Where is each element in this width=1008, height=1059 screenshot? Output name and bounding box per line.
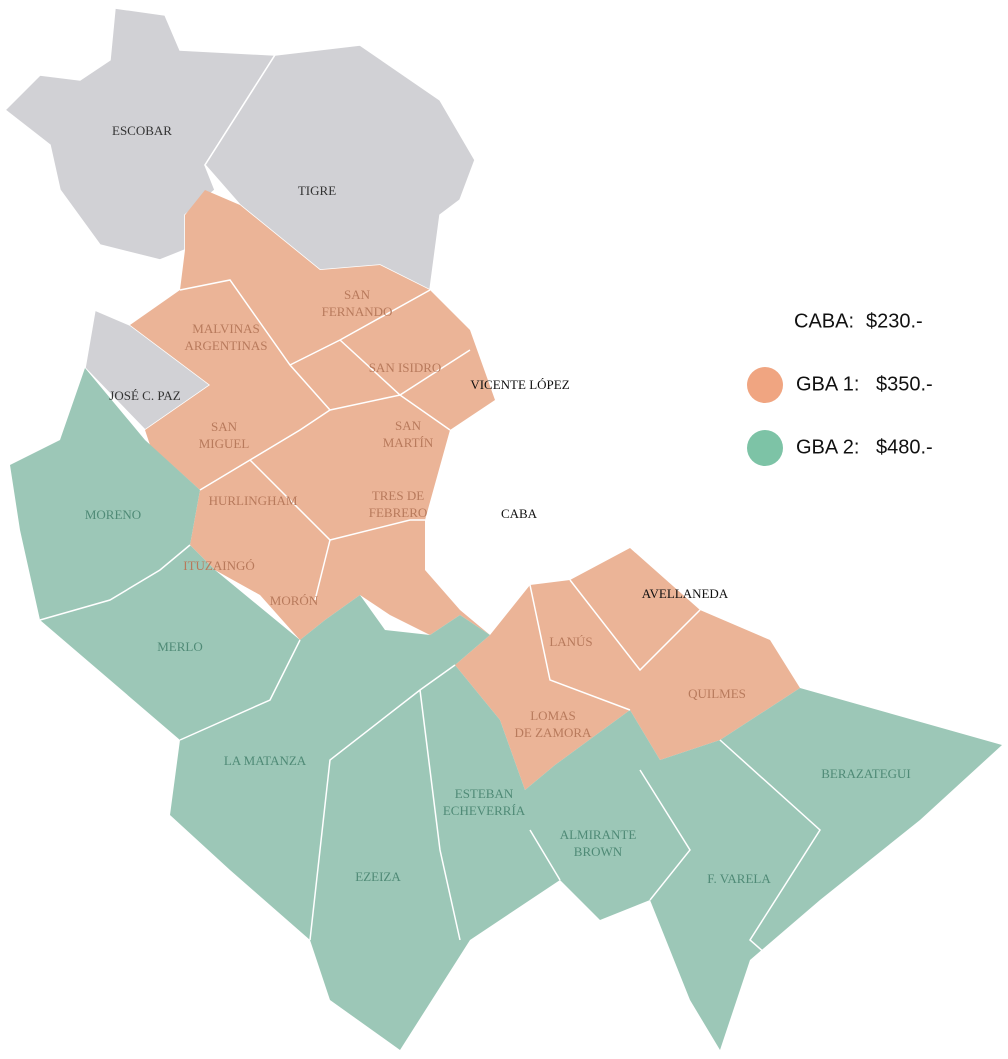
region-label: MALVINAS — [192, 321, 259, 336]
border — [719, 739, 821, 976]
legend-swatch — [747, 367, 783, 403]
region-label: FERNANDO — [322, 304, 393, 319]
region-label: MORÓN — [270, 593, 319, 608]
area-gba1 — [455, 548, 800, 790]
region-label: JOSÉ C. PAZ — [109, 388, 180, 403]
border — [419, 689, 461, 941]
area-gray — [3, 7, 277, 261]
region-label: ESCOBAR — [112, 123, 172, 138]
legend-zone: GBA 2: — [796, 436, 859, 458]
region-label: LOMAS — [530, 708, 576, 723]
border — [569, 579, 701, 672]
region-label: AVELLANEDA — [642, 586, 729, 601]
region-label: F. VARELA — [707, 871, 771, 886]
border — [309, 664, 456, 941]
region-label: LANÚS — [549, 634, 592, 649]
legend-swatch — [747, 430, 783, 466]
region-label: SAN — [395, 418, 422, 433]
region-label: TIGRE — [298, 183, 336, 198]
region-label: ARGENTINAS — [184, 338, 267, 353]
border — [529, 829, 561, 881]
region-label: SAN — [211, 419, 238, 434]
legend-zone: CABA: — [794, 310, 854, 332]
legend-price: $230.- — [866, 310, 923, 332]
area-gba1 — [130, 190, 495, 640]
region-label: SAN — [344, 287, 371, 302]
legend-price: $480.- — [876, 436, 933, 458]
legend-price: $350.- — [876, 373, 933, 395]
region-label: ITUZAINGÓ — [183, 558, 254, 573]
region-label: EZEIZA — [355, 869, 401, 884]
border — [529, 584, 631, 711]
region-label: BROWN — [574, 844, 623, 859]
areas — [3, 7, 1002, 1050]
region-label: ECHEVERRÍA — [443, 803, 526, 818]
region-label: MERLO — [157, 639, 203, 654]
region-label: VICENTE LÓPEZ — [470, 377, 569, 392]
border — [329, 394, 451, 431]
region-label: ALMIRANTE — [560, 827, 637, 842]
region-label: LA MATANZA — [224, 753, 307, 768]
border — [329, 519, 425, 541]
region-label: SAN ISIDRO — [369, 360, 442, 375]
legend-zone: GBA 1: — [796, 373, 859, 395]
region-label: TRES DE — [372, 488, 424, 503]
region-label: BERAZATEGUI — [821, 766, 911, 781]
region-label: ESTEBAN — [455, 786, 514, 801]
labels: ESCOBAR TIGRE JOSÉ C. PAZ SAN FERNANDO MALVIN… — [85, 123, 911, 886]
region-label: HURLINGHAM — [209, 493, 298, 508]
region-label: MORENO — [85, 507, 141, 522]
area-gray — [204, 44, 476, 292]
border — [39, 544, 191, 621]
border — [639, 769, 691, 901]
region-label: FEBRERO — [369, 505, 428, 520]
region-label: MARTÍN — [383, 435, 434, 450]
region-label: MIGUEL — [199, 436, 250, 451]
legend: CABA: $230.- GBA 1: $350.- GBA 2: $480.- — [747, 310, 933, 466]
area-gba2 — [10, 368, 1002, 1050]
region-label: CABA — [501, 506, 538, 521]
region-label: QUILMES — [688, 686, 746, 701]
region-label: DE ZAMORA — [515, 725, 593, 740]
border — [179, 639, 301, 741]
